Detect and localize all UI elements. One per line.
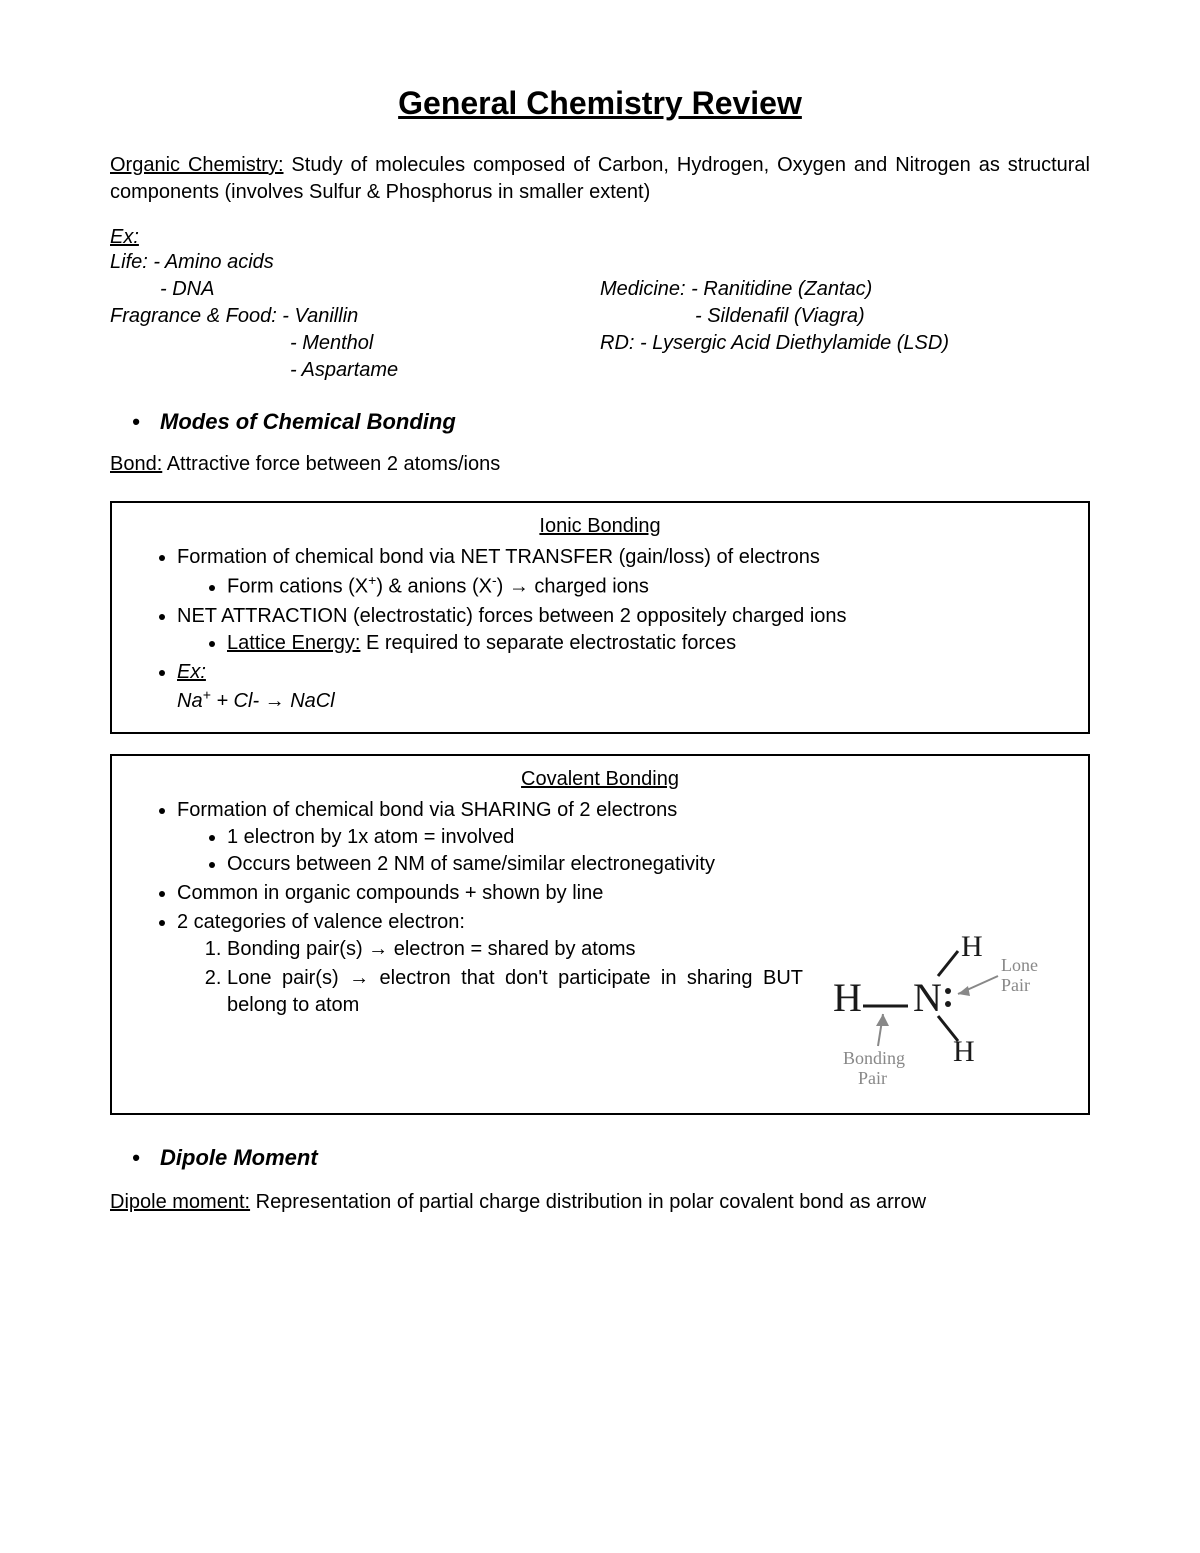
example-line: Life: - Amino acids <box>110 249 600 276</box>
diagram-bonding-pair-label: Bonding <box>843 1048 905 1068</box>
bond-def-text: Attractive force between 2 atoms/ions <box>162 453 500 475</box>
example-line: - DNA <box>110 276 600 303</box>
example-line: - Sildenafil (Viagra) <box>600 303 1090 330</box>
example-line: Fragrance & Food: - Vanillin <box>110 303 600 330</box>
ionic-example: Ex: Na+ + Cl- → NaCl <box>177 659 1063 716</box>
covalent-category: Bonding pair(s) → electron = shared by a… <box>227 936 803 963</box>
ionic-subpoint: Lattice Energy: E required to separate e… <box>227 630 1063 657</box>
page-title: General Chemistry Review <box>110 85 1090 122</box>
dipole-text: Representation of partial charge distrib… <box>250 1191 926 1213</box>
svg-text:Pair: Pair <box>858 1068 887 1088</box>
ionic-bonding-box: Ionic Bonding Formation of chemical bond… <box>110 501 1090 734</box>
examples-block: Ex: Life: - Amino acids - DNA Fragrance … <box>110 226 1090 384</box>
covalent-category: Lone pair(s) → electron that don't parti… <box>227 965 803 1019</box>
ionic-formula: Na+ + Cl- → NaCl <box>177 690 335 712</box>
dipole-term: Dipole moment: <box>110 1191 250 1213</box>
diagram-n: N <box>913 975 942 1020</box>
covalent-subpoint: Occurs between 2 NM of same/similar elec… <box>227 851 1063 878</box>
ionic-subpoint: Form cations (X+) & anions (X-) → charge… <box>227 571 1063 601</box>
covalent-point: 2 categories of valence electron: Bondin… <box>177 909 1063 1096</box>
bonding-diagram: H N H H <box>813 936 1063 1096</box>
examples-label: Ex: <box>110 226 1090 249</box>
dipole-section: Dipole Moment Dipole moment: Representat… <box>110 1145 1090 1216</box>
covalent-title: Covalent Bonding <box>137 766 1063 793</box>
covalent-bonding-box: Covalent Bonding Formation of chemical b… <box>110 754 1090 1115</box>
bond-definition: Bond: Attractive force between 2 atoms/i… <box>110 453 1090 476</box>
diagram-h1: H <box>833 975 862 1020</box>
examples-left-column: Life: - Amino acids - DNA Fragrance & Fo… <box>110 249 600 384</box>
ionic-point: NET ATTRACTION (electrostatic) forces be… <box>177 603 1063 657</box>
intro-paragraph: Organic Chemistry: Study of molecules co… <box>110 152 1090 206</box>
example-line: RD: - Lysergic Acid Diethylamide (LSD) <box>600 330 1090 357</box>
covalent-subpoint: 1 electron by 1x atom = involved <box>227 824 1063 851</box>
document-page: General Chemistry Review Organic Chemist… <box>0 0 1200 1553</box>
diagram-h3: H <box>953 1035 975 1068</box>
example-line: Medicine: - Ranitidine (Zantac) <box>600 276 1090 303</box>
covalent-point: Formation of chemical bond via SHARING o… <box>177 797 1063 878</box>
example-line: - Menthol <box>110 330 600 357</box>
section-heading-bonding: Modes of Chemical Bonding <box>160 409 1090 435</box>
examples-right-column: Medicine: - Ranitidine (Zantac) - Silden… <box>600 249 1090 384</box>
bond-term: Bond: <box>110 453 162 475</box>
section-heading-dipole: Dipole Moment <box>160 1145 1090 1171</box>
diagram-h2: H <box>961 936 983 963</box>
intro-term: Organic Chemistry: <box>110 154 284 176</box>
diagram-lone-pair-label: Lone <box>1001 955 1038 975</box>
example-line: - Aspartame <box>110 357 600 384</box>
svg-text:Pair: Pair <box>1001 975 1030 995</box>
ionic-point: Formation of chemical bond via NET TRANS… <box>177 544 1063 601</box>
covalent-point: Common in organic compounds + shown by l… <box>177 880 1063 907</box>
ionic-title: Ionic Bonding <box>137 513 1063 540</box>
